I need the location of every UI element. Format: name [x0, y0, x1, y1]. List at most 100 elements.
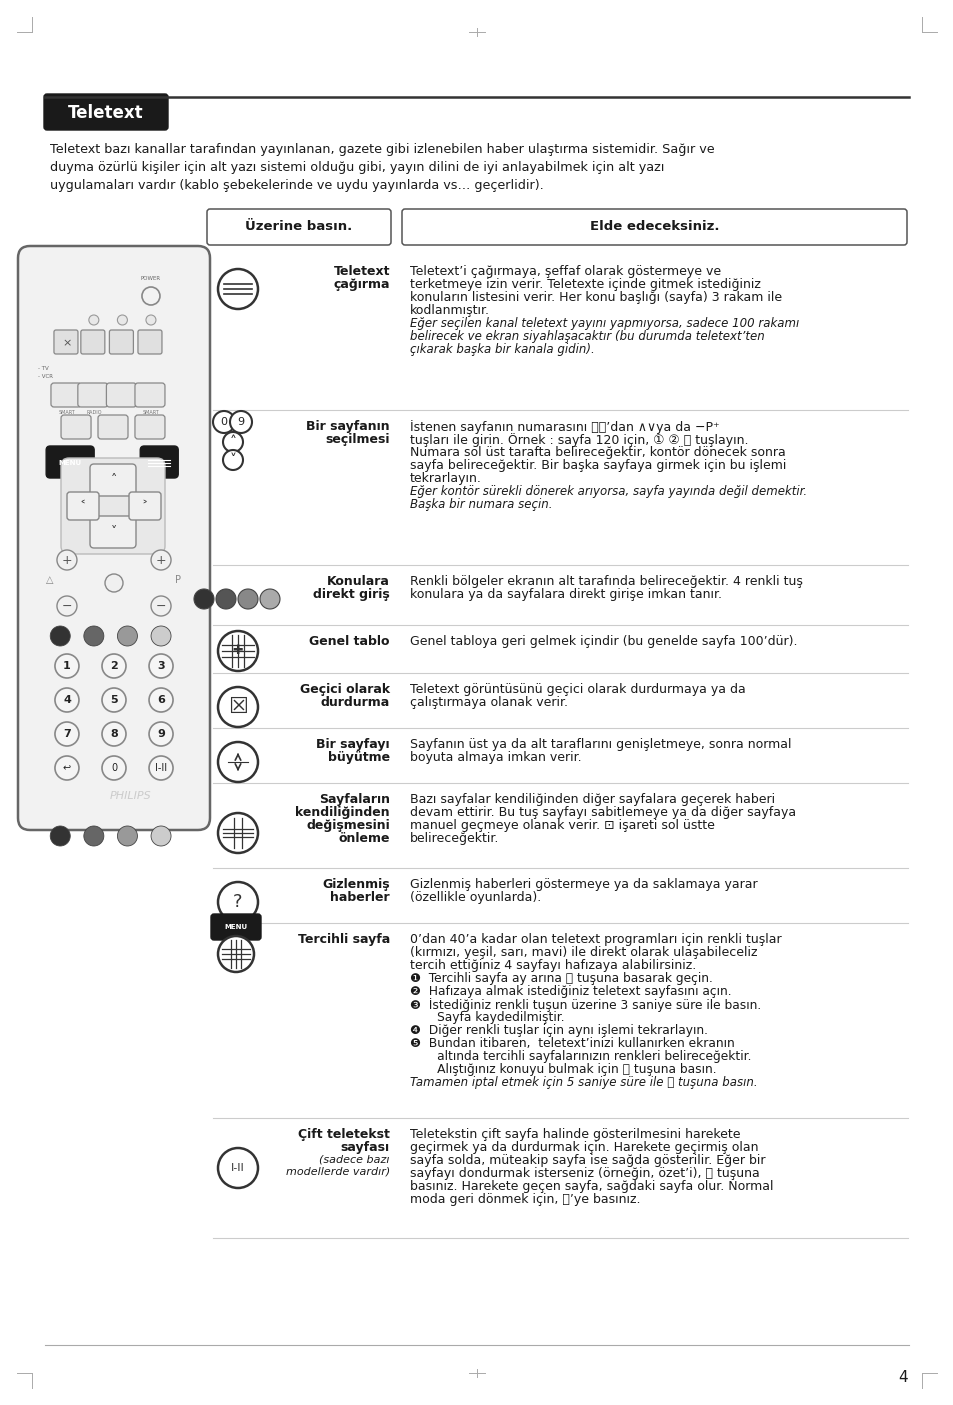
Text: PHILIPS: PHILIPS	[110, 791, 152, 801]
Circle shape	[149, 722, 172, 746]
FancyBboxPatch shape	[44, 94, 168, 131]
Text: - TV: - TV	[38, 365, 49, 371]
Text: manuel geçmeye olanak verir. ⊡ işareti sol üstte: manuel geçmeye olanak verir. ⊡ işareti s…	[410, 819, 714, 832]
Text: Teletext bazı kanallar tarafından yayınlanan, gazete gibi izlenebilen haber ulaş: Teletext bazı kanallar tarafından yayınl…	[50, 143, 714, 156]
Text: Sayfanın üst ya da alt taraflarını genişletmeye, sonra normal: Sayfanın üst ya da alt taraflarını geniş…	[410, 738, 791, 752]
Circle shape	[151, 549, 171, 570]
FancyBboxPatch shape	[81, 330, 105, 354]
Circle shape	[102, 653, 126, 679]
Circle shape	[142, 287, 160, 305]
Text: Gizlenmiş: Gizlenmiş	[322, 878, 390, 891]
Text: −: −	[155, 600, 166, 613]
Text: RADIO: RADIO	[86, 410, 101, 414]
Text: Tamamen iptal etmek için 5 saniye süre ile ⒳ tuşuna basın.: Tamamen iptal etmek için 5 saniye süre i…	[410, 1076, 757, 1089]
FancyBboxPatch shape	[211, 915, 261, 940]
Text: I-II: I-II	[231, 1163, 245, 1173]
Text: terketmeye izin verir. Teletexte içinde gitmek istediğiniz: terketmeye izin verir. Teletexte içinde …	[410, 278, 760, 291]
FancyBboxPatch shape	[46, 445, 94, 478]
Text: Bir sayfayı: Bir sayfayı	[316, 738, 390, 752]
Text: - VCR: - VCR	[38, 374, 53, 379]
Text: büyütme: büyütme	[328, 752, 390, 764]
Text: 4: 4	[898, 1370, 907, 1385]
Circle shape	[51, 627, 71, 646]
FancyBboxPatch shape	[129, 492, 161, 520]
Circle shape	[55, 722, 79, 746]
Text: ☒: ☒	[228, 697, 248, 717]
Text: uygulamaları vardır (kablo şebekelerinde ve uydu yayınlarda vs… geçerlidir).: uygulamaları vardır (kablo şebekelerinde…	[50, 178, 543, 192]
FancyBboxPatch shape	[107, 384, 136, 407]
Circle shape	[151, 596, 171, 615]
Circle shape	[102, 722, 126, 746]
Text: (özellikle oyunlarda).: (özellikle oyunlarda).	[410, 891, 540, 903]
Text: Genel tablo: Genel tablo	[309, 635, 390, 648]
Text: direkt giriş: direkt giriş	[313, 589, 390, 601]
Text: MENU: MENU	[224, 924, 247, 930]
Text: Alıştığınız konuyu bulmak için ⒳ tuşuna basın.: Alıştığınız konuyu bulmak için ⒳ tuşuna …	[410, 1064, 716, 1076]
Text: tekrarlayın.: tekrarlayın.	[410, 472, 481, 485]
Circle shape	[55, 653, 79, 679]
Text: Renkli bölgeler ekranın alt tarafında belireceğektir. 4 renkli tuş: Renkli bölgeler ekranın alt tarafında be…	[410, 575, 802, 589]
Text: Başka bir numara seçin.: Başka bir numara seçin.	[410, 497, 552, 511]
Circle shape	[237, 589, 257, 608]
Circle shape	[149, 756, 172, 780]
Text: Çift teletekst: Çift teletekst	[297, 1128, 390, 1141]
Text: 6: 6	[157, 695, 165, 705]
FancyBboxPatch shape	[78, 384, 108, 407]
FancyBboxPatch shape	[140, 445, 178, 478]
Text: tuşları ile girin. Örnek : sayfa 120 için, ① ② ⓞ tuşlayın.: tuşları ile girin. Örnek : sayfa 120 içi…	[410, 433, 748, 447]
Circle shape	[151, 627, 171, 646]
Text: altında tercihli sayfalarınızın renkleri belireceğektir.: altında tercihli sayfalarınızın renkleri…	[410, 1050, 751, 1064]
Text: ❺  Bundan itibaren,  teletext’inizi kullanırken ekranın: ❺ Bundan itibaren, teletext’inizi kullan…	[410, 1037, 734, 1050]
Circle shape	[117, 315, 128, 325]
Text: ↩: ↩	[63, 763, 71, 773]
FancyBboxPatch shape	[90, 516, 136, 548]
Circle shape	[149, 653, 172, 679]
Text: sayfa belireceğektir. Bir başka sayfaya girmek için bu işlemi: sayfa belireceğektir. Bir başka sayfaya …	[410, 459, 785, 472]
Text: geçirmek ya da durdurmak için. Harekete geçirmiş olan: geçirmek ya da durdurmak için. Harekete …	[410, 1141, 758, 1154]
Text: 1: 1	[63, 660, 71, 672]
Text: haberler: haberler	[330, 891, 390, 903]
Text: Gizlenmiş haberleri göstermeye ya da saklamaya yarar: Gizlenmiş haberleri göstermeye ya da sak…	[410, 878, 757, 891]
Text: durdurma: durdurma	[320, 695, 390, 710]
Text: Sayfaların: Sayfaların	[318, 792, 390, 806]
Text: kendiliğinden: kendiliğinden	[295, 806, 390, 819]
Text: −: −	[62, 600, 72, 613]
Circle shape	[117, 826, 137, 846]
Text: basınız. Harekete geçen sayfa, sağdaki sayfa olur. Normal: basınız. Harekete geçen sayfa, sağdaki s…	[410, 1180, 773, 1193]
Text: konulara ya da sayfalara direkt girişe imkan tanır.: konulara ya da sayfalara direkt girişe i…	[410, 589, 721, 601]
Circle shape	[193, 589, 213, 608]
Text: kodlanmıştır.: kodlanmıştır.	[410, 303, 490, 318]
Text: Elde edeceksiniz.: Elde edeceksiniz.	[589, 221, 719, 233]
Text: çalıştırmaya olanak verir.: çalıştırmaya olanak verir.	[410, 695, 567, 710]
Text: Genel tabloya geri gelmek içindir (bu genelde sayfa 100’dür).: Genel tabloya geri gelmek içindir (bu ge…	[410, 635, 797, 648]
Text: konuların listesini verir. Her konu başlığı (sayfa) 3 rakam ile: konuların listesini verir. Her konu başl…	[410, 291, 781, 303]
Text: Teletekstin çift sayfa halinde gösterilmesini harekete: Teletekstin çift sayfa halinde gösterilm…	[410, 1128, 740, 1141]
Circle shape	[260, 589, 280, 608]
Circle shape	[218, 742, 257, 783]
FancyBboxPatch shape	[61, 414, 91, 438]
Text: Bazı sayfalar kendiliğinden diğer sayfalara geçerek haberi: Bazı sayfalar kendiliğinden diğer sayfal…	[410, 792, 774, 806]
FancyBboxPatch shape	[90, 464, 136, 496]
FancyBboxPatch shape	[138, 330, 162, 354]
FancyBboxPatch shape	[401, 209, 906, 244]
Text: Konulara: Konulara	[327, 575, 390, 589]
Circle shape	[149, 688, 172, 712]
Text: Teletext: Teletext	[68, 104, 144, 122]
Text: 9: 9	[237, 417, 244, 427]
Text: ˅: ˅	[230, 452, 236, 466]
Text: tercih ettiğiniz 4 sayfayı hafızaya alabilirsiniz.: tercih ettiğiniz 4 sayfayı hafızaya alab…	[410, 960, 696, 972]
Text: +: +	[155, 554, 166, 566]
FancyBboxPatch shape	[67, 492, 99, 520]
FancyBboxPatch shape	[54, 330, 78, 354]
Circle shape	[84, 826, 104, 846]
Text: ×: ×	[62, 339, 71, 348]
Circle shape	[55, 688, 79, 712]
Text: ˄: ˄	[111, 473, 117, 486]
Text: ˂: ˂	[80, 500, 86, 513]
Text: ✚: ✚	[233, 645, 243, 658]
Text: Teletext: Teletext	[334, 266, 390, 278]
Circle shape	[218, 1148, 257, 1189]
Text: sayfa solda, müteakip sayfa ise sağda gösterilir. Eğer bir: sayfa solda, müteakip sayfa ise sağda gö…	[410, 1154, 764, 1168]
Text: Teletext’i çağırmaya, şeffaf olarak göstermeye ve: Teletext’i çağırmaya, şeffaf olarak göst…	[410, 266, 720, 278]
Text: sayfası: sayfası	[340, 1141, 390, 1154]
